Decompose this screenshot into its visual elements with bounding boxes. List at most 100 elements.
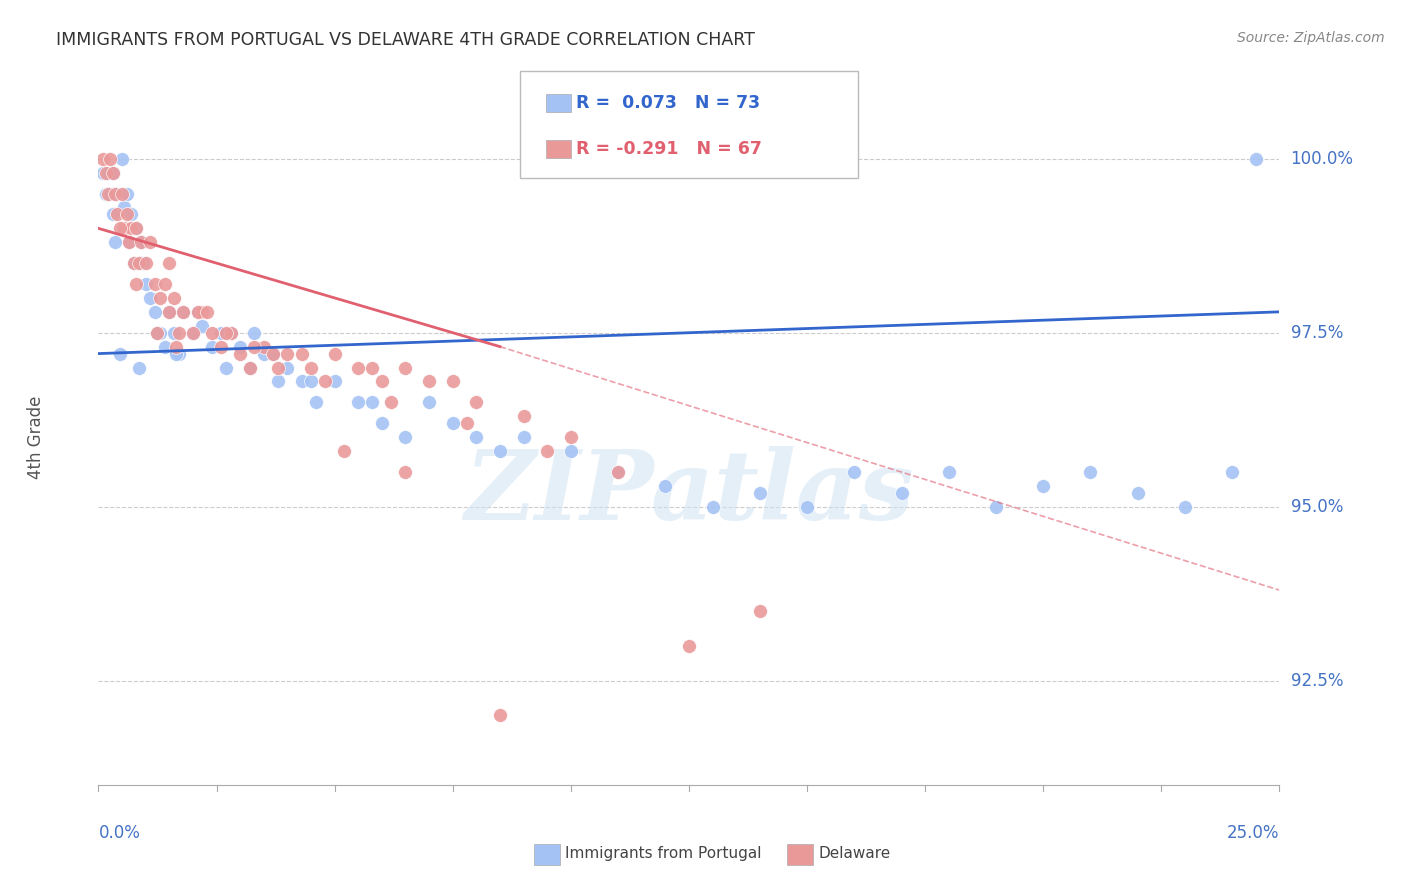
Point xyxy=(418,395,440,409)
Point xyxy=(215,326,238,340)
Point xyxy=(465,430,488,444)
Point xyxy=(108,346,131,360)
Point xyxy=(163,326,186,340)
Point xyxy=(489,444,512,458)
Point xyxy=(560,430,582,444)
Point xyxy=(1244,152,1267,166)
Text: IMMIGRANTS FROM PORTUGAL VS DELAWARE 4TH GRADE CORRELATION CHART: IMMIGRANTS FROM PORTUGAL VS DELAWARE 4TH… xyxy=(56,31,755,49)
Point xyxy=(201,340,224,354)
Point xyxy=(111,152,134,166)
Point xyxy=(118,235,141,250)
Point xyxy=(323,375,346,389)
Point xyxy=(97,166,120,180)
Point xyxy=(361,360,384,375)
Text: 25.0%: 25.0% xyxy=(1227,824,1279,842)
Point xyxy=(1032,479,1054,493)
Point xyxy=(125,221,148,235)
Point xyxy=(215,360,238,375)
Point xyxy=(678,639,700,653)
Point xyxy=(125,277,148,291)
Point xyxy=(314,375,336,389)
Point xyxy=(181,326,204,340)
Point xyxy=(347,395,370,409)
Point xyxy=(239,360,262,375)
Point xyxy=(1174,500,1197,514)
Point xyxy=(267,375,290,389)
Point xyxy=(748,604,770,618)
Point xyxy=(112,221,135,235)
Point xyxy=(129,235,152,250)
Text: 0.0%: 0.0% xyxy=(98,824,141,842)
Point xyxy=(157,256,180,270)
Text: 100.0%: 100.0% xyxy=(1291,150,1354,168)
Point xyxy=(890,485,912,500)
Point xyxy=(1080,465,1102,479)
Point xyxy=(135,277,157,291)
Text: 92.5%: 92.5% xyxy=(1291,672,1343,690)
Point xyxy=(441,375,464,389)
Point xyxy=(101,207,124,221)
Point xyxy=(748,485,770,500)
Point xyxy=(167,326,190,340)
Point xyxy=(201,326,224,340)
Point xyxy=(167,346,190,360)
Point xyxy=(157,305,180,319)
Point xyxy=(654,479,676,493)
Point xyxy=(101,166,124,180)
Point xyxy=(105,207,128,221)
Point xyxy=(243,326,266,340)
Point xyxy=(394,430,416,444)
Point xyxy=(796,500,818,514)
Point xyxy=(536,444,558,458)
Point xyxy=(333,444,356,458)
Text: R = -0.291   N = 67: R = -0.291 N = 67 xyxy=(576,140,762,158)
Point xyxy=(219,326,242,340)
Point xyxy=(239,360,262,375)
Point xyxy=(165,346,187,360)
Point xyxy=(105,186,128,201)
Point xyxy=(122,256,145,270)
Point xyxy=(347,360,370,375)
Point xyxy=(98,152,121,166)
Text: ZIPatlas: ZIPatlas xyxy=(464,446,914,540)
Point xyxy=(219,326,242,340)
Text: 4th Grade: 4th Grade xyxy=(27,395,45,479)
Point xyxy=(98,186,121,201)
Point xyxy=(361,395,384,409)
Text: 95.0%: 95.0% xyxy=(1291,498,1343,516)
Point xyxy=(125,221,148,235)
Point xyxy=(163,291,186,305)
Point xyxy=(118,235,141,250)
Point xyxy=(456,416,478,430)
Point xyxy=(262,346,284,360)
Point xyxy=(172,305,194,319)
Point xyxy=(187,305,209,319)
Point xyxy=(253,346,276,360)
Point xyxy=(1220,465,1243,479)
Point xyxy=(115,207,138,221)
Point xyxy=(146,326,169,340)
Point xyxy=(702,500,724,514)
Point xyxy=(153,340,176,354)
Point xyxy=(128,256,150,270)
Point xyxy=(115,186,138,201)
Point xyxy=(1126,485,1149,500)
Point xyxy=(253,340,276,354)
Point xyxy=(104,186,127,201)
Point xyxy=(209,340,232,354)
Point xyxy=(94,166,117,180)
Point xyxy=(607,465,630,479)
Point xyxy=(441,416,464,430)
Point xyxy=(94,186,117,201)
Point xyxy=(229,340,252,354)
Point xyxy=(209,326,232,340)
Point xyxy=(262,346,284,360)
Point xyxy=(101,166,124,180)
Point xyxy=(143,277,166,291)
Point xyxy=(290,375,312,389)
Point xyxy=(394,360,416,375)
Point xyxy=(243,340,266,354)
Point xyxy=(132,256,155,270)
Point xyxy=(181,326,204,340)
Point xyxy=(371,375,394,389)
